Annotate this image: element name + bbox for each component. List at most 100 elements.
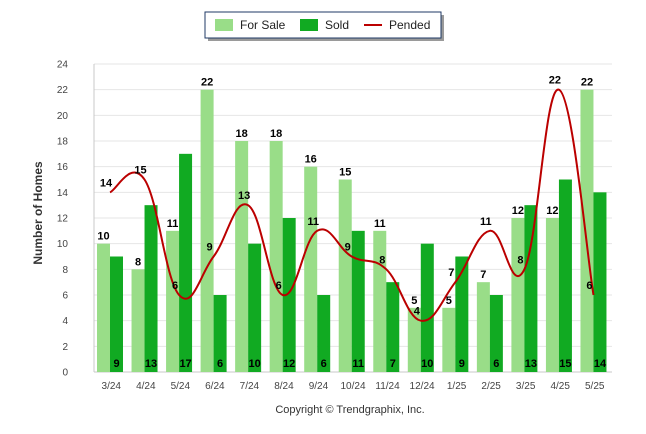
bar-for-sale	[407, 307, 421, 372]
label-for-sale: 11	[374, 218, 386, 230]
bar-sold	[351, 230, 365, 372]
bar-for-sale	[166, 230, 180, 372]
x-tick-label: 3/24	[102, 381, 122, 392]
label-sold: 9	[113, 358, 119, 370]
x-tick-label: 1/25	[447, 381, 467, 392]
x-tick-label: 9/24	[309, 381, 329, 392]
bar-for-sale	[580, 89, 594, 373]
bar-for-sale	[373, 230, 387, 372]
x-tick-label: 5/25	[585, 381, 605, 392]
x-tick-label: 6/24	[205, 381, 225, 392]
label-for-sale: 15	[339, 167, 351, 179]
bar-for-sale	[511, 218, 525, 372]
x-tick-label: 7/24	[240, 381, 260, 392]
x-axis-ticks: 3/24 4/24 5/24 6/24 7/24 8/24 9/24 10/24 11/24 12…	[102, 381, 605, 392]
label-for-sale: 22	[201, 77, 213, 89]
bar-sold	[248, 243, 262, 372]
label-for-sale: 5	[446, 295, 452, 307]
label-pended: 11	[480, 216, 492, 228]
label-pended: 7	[448, 267, 454, 279]
legend-label: Pended	[389, 18, 430, 32]
bar-sold	[317, 295, 331, 372]
bar-sold	[179, 153, 193, 372]
label-for-sale: 12	[546, 205, 558, 217]
label-pended: 6	[586, 280, 592, 292]
label-for-sale: 22	[581, 77, 593, 89]
label-pended: 6	[172, 280, 178, 292]
label-sold: 14	[594, 358, 607, 370]
label-sold: 6	[321, 358, 327, 370]
bar-sold	[558, 179, 572, 372]
label-pended: 15	[134, 165, 146, 177]
label-sold: 13	[525, 358, 537, 370]
label-sold: 6	[217, 358, 223, 370]
bar-for-sale	[269, 141, 283, 372]
bars	[97, 89, 607, 373]
copyright-text: Copyright © Trendgraphix, Inc.	[275, 404, 424, 416]
y-tick-label: 12	[57, 214, 69, 225]
legend-swatch	[215, 19, 233, 31]
label-for-sale: 16	[305, 154, 317, 166]
pended-line-layer	[109, 88, 595, 322]
label-sold: 7	[390, 358, 396, 370]
label-for-sale: 7	[480, 269, 486, 281]
label-sold: 13	[145, 358, 157, 370]
label-pended: 4	[414, 306, 421, 318]
y-tick-label: 22	[57, 85, 69, 96]
bar-sold	[489, 295, 503, 372]
y-tick-label: 24	[57, 60, 69, 71]
bar-sold	[110, 256, 123, 372]
bar-for-sale	[545, 218, 559, 372]
label-pended: 8	[517, 254, 523, 266]
label-sold: 10	[249, 358, 261, 370]
y-tick-label: 6	[62, 291, 68, 302]
bar-sold	[420, 243, 434, 372]
x-tick-label: 10/24	[340, 381, 365, 392]
label-sold: 10	[421, 358, 433, 370]
y-tick-label: 4	[62, 316, 68, 327]
label-pended: 14	[100, 177, 113, 189]
y-tick-label: 10	[57, 239, 69, 250]
x-tick-label: 8/24	[274, 381, 294, 392]
label-for-sale: 11	[167, 218, 179, 230]
y-tick-label: 14	[57, 188, 69, 199]
legend-item-sold: Sold	[300, 18, 349, 32]
legend-label: Sold	[325, 18, 349, 32]
legend-item-pended: Pended	[364, 18, 430, 32]
legend-swatch	[300, 19, 318, 31]
y-tick-label: 0	[62, 368, 68, 379]
label-for-sale: 8	[135, 256, 141, 268]
legend: For Sale Sold Pended	[204, 11, 444, 41]
label-sold: 12	[283, 358, 295, 370]
label-pended: 13	[238, 190, 250, 202]
bar-for-sale	[131, 269, 145, 372]
bar-sold	[455, 256, 469, 372]
bar-for-sale	[338, 179, 352, 372]
label-sold: 6	[493, 358, 499, 370]
bar-sold	[213, 295, 227, 372]
x-tick-label: 11/24	[375, 381, 400, 392]
y-tick-label: 20	[57, 111, 69, 122]
label-for-sale: 18	[270, 128, 282, 140]
bar-for-sale	[476, 282, 490, 372]
label-sold: 17	[179, 358, 191, 370]
label-pended: 8	[379, 254, 385, 266]
label-for-sale: 10	[97, 231, 109, 243]
y-axis-label: Number of Homes	[31, 161, 45, 265]
label-sold: 9	[459, 358, 465, 370]
label-pended: 11	[307, 216, 319, 228]
label-pended: 9	[207, 242, 213, 254]
bar-for-sale	[235, 141, 249, 372]
y-tick-label: 8	[62, 265, 68, 276]
legend-item-for-sale: For Sale	[215, 18, 286, 32]
legend-box	[204, 11, 442, 39]
label-for-sale: 18	[236, 128, 248, 140]
y-tick-label: 2	[62, 342, 68, 353]
bar-sold	[144, 205, 158, 372]
pended-line	[109, 88, 595, 322]
label-for-sale: 5	[411, 295, 417, 307]
y-tick-label: 16	[57, 162, 69, 173]
bar-for-sale	[200, 89, 214, 373]
